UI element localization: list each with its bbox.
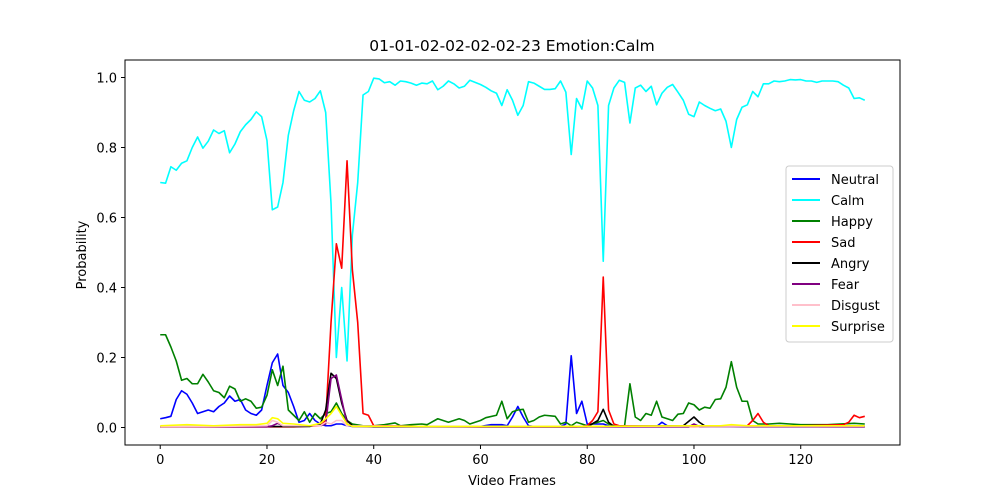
y-tick-label: 0.6 [96, 212, 117, 227]
y-tick-label: 0.0 [96, 422, 117, 437]
y-tick-label: 1.0 [96, 72, 117, 87]
x-tick-label: 100 [682, 453, 707, 468]
chart-title: 01-01-02-02-02-02-23 Emotion:Calm [369, 37, 655, 55]
x-tick-label: 120 [788, 453, 813, 468]
plot-frame [124, 59, 901, 446]
x-tick-label: 60 [472, 453, 489, 468]
legend-label: Neutral [831, 173, 879, 188]
y-tick-label: 0.2 [96, 352, 117, 367]
legend-label: Fear [831, 278, 860, 293]
series-line-calm [160, 77, 866, 362]
series-line-neutral [160, 353, 865, 428]
legend-label: Happy [831, 215, 873, 230]
legend-box [785, 165, 894, 343]
legend-label: Sad [831, 236, 855, 251]
series-line-fear [160, 374, 865, 428]
x-tick-label: 40 [365, 453, 382, 468]
x-axis-label: Video Frames [468, 474, 556, 489]
y-axis: 0.0 0.2 0.4 0.6 0.8 1.0 [96, 72, 125, 437]
series-layer [160, 77, 866, 428]
x-tick-label: 0 [156, 453, 164, 468]
x-tick-label: 20 [259, 453, 276, 468]
legend-label: Angry [831, 257, 870, 272]
series-line-happy [160, 333, 865, 427]
legend-label: Surprise [831, 320, 885, 335]
x-tick-label: 80 [579, 453, 596, 468]
legend: Neutral Calm Happy Sad Angry Fear Disgust Surpr… [785, 165, 894, 343]
y-tick-label: 0.8 [96, 142, 117, 157]
x-axis: 0 20 40 60 80 100 120 [156, 445, 813, 468]
y-axis-label: Probability [75, 220, 90, 289]
series-line-angry [160, 372, 865, 428]
legend-label: Disgust [831, 299, 880, 314]
y-tick-label: 0.4 [96, 282, 117, 297]
legend-label: Calm [831, 194, 864, 209]
series-line-surprise [160, 405, 865, 428]
